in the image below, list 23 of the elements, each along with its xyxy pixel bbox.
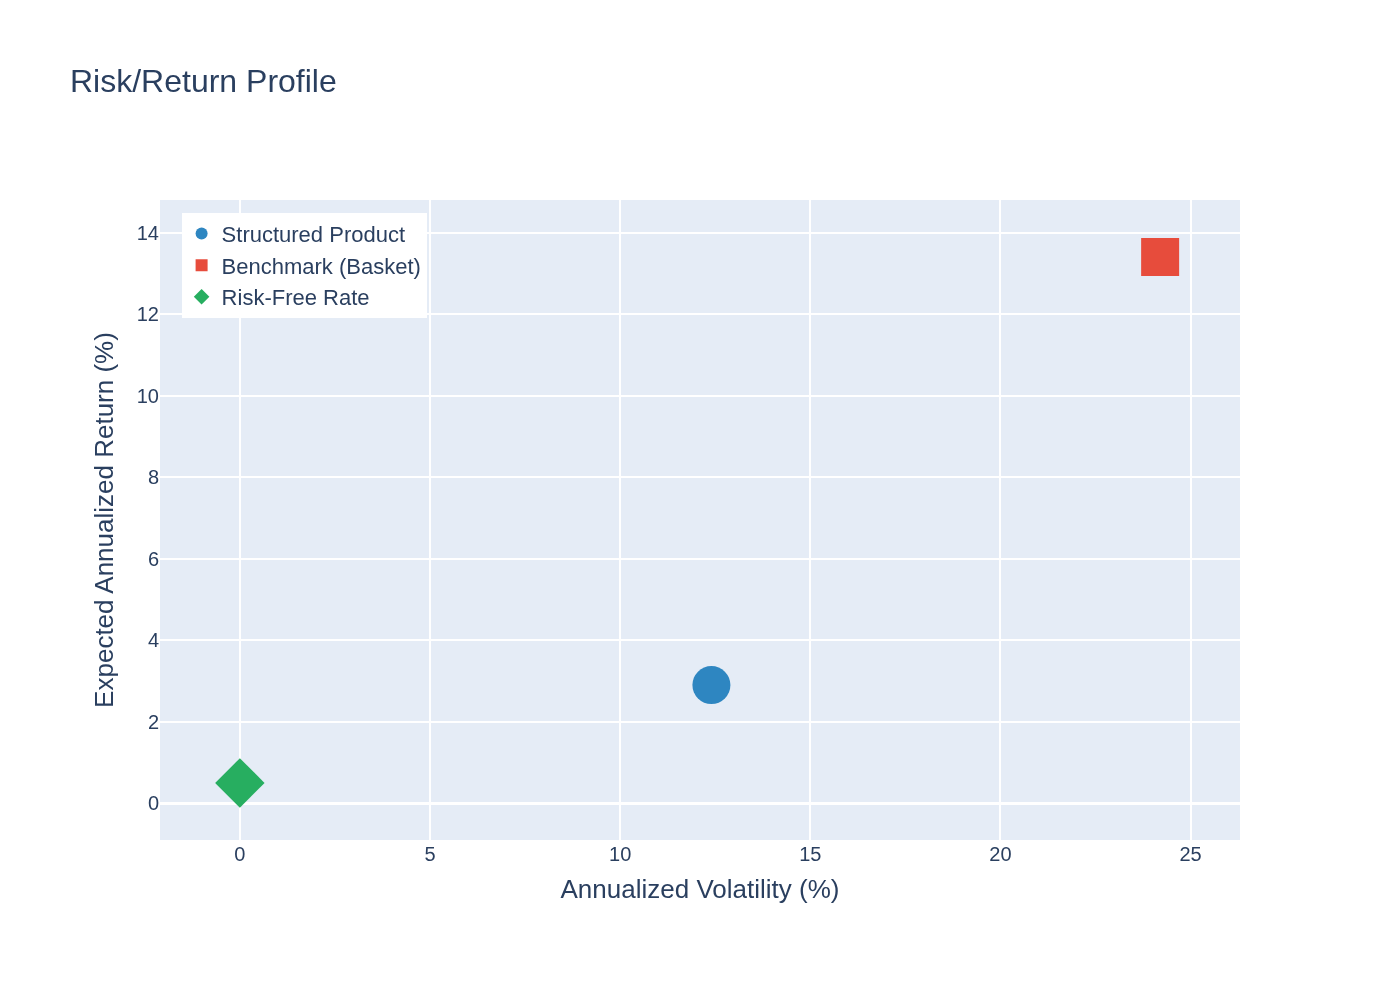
point: [692, 666, 731, 705]
x-tick-label: 20: [989, 843, 1012, 865]
x-tick-label: 5: [424, 843, 436, 865]
y-tick-label: 0: [147, 792, 159, 815]
y-tick-label: 2: [147, 710, 159, 733]
legend-label: Structured Product: [221, 222, 406, 248]
point: [1141, 238, 1180, 277]
x-axis-title: Annualized Volatility (%): [560, 873, 840, 904]
x-tick-label: 15: [799, 843, 822, 865]
legend-label: Benchmark (Basket): [221, 253, 421, 279]
y-tick-label: 12: [136, 303, 159, 326]
x-tick-label: 10: [609, 843, 632, 865]
y-axis-title: Expected Annualized Return (%): [89, 332, 120, 708]
point: [215, 758, 265, 808]
y-tick-label: 6: [147, 547, 159, 570]
x-tick-label: 0: [234, 843, 246, 865]
legend-label: Risk-Free Rate: [221, 285, 370, 311]
chart-title: Risk/Return Profile: [70, 63, 337, 100]
y-tick-label: 4: [147, 629, 159, 652]
y-tick-label: 10: [136, 384, 159, 407]
y-tick-label: 14: [136, 221, 159, 244]
y-tick-label: 8: [147, 466, 159, 489]
x-tick-label: 25: [1179, 843, 1202, 865]
